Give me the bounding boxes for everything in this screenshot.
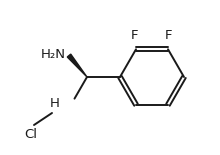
Text: H: H [50, 97, 60, 110]
Text: F: F [165, 29, 173, 42]
Text: Cl: Cl [24, 128, 37, 141]
Text: F: F [131, 29, 139, 42]
Text: H₂N: H₂N [41, 48, 66, 61]
Polygon shape [67, 54, 87, 77]
